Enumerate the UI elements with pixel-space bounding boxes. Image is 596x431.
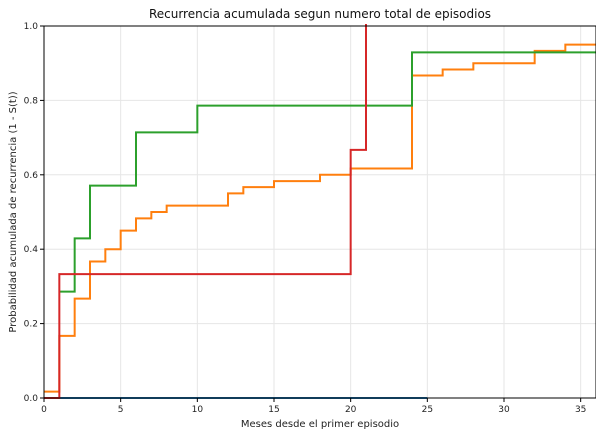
- grid: [43, 25, 596, 399]
- x-tick-label: 35: [575, 405, 586, 415]
- series-line-2: [59, 51, 596, 293]
- y-tick-label: 0.2: [24, 320, 38, 330]
- x-tick-label: 5: [118, 405, 124, 415]
- x-tick-label: 10: [192, 405, 204, 415]
- x-axis-title: Meses desde el primer episodio: [241, 419, 399, 430]
- x-axis-ticks: 0 5 10 15 20 25 30 35: [41, 398, 586, 415]
- x-tick-label: 0: [41, 405, 47, 415]
- series-line-3: [44, 24, 367, 399]
- y-tick-label: 0.8: [24, 96, 39, 106]
- x-tick-label: 30: [498, 405, 510, 415]
- chart-title: Recurrencia acumulada segun numero total…: [149, 7, 491, 21]
- series-layer: [44, 24, 596, 399]
- y-axis-title: Probabilidad acumulada de recurrencia (1…: [8, 91, 19, 332]
- x-tick-label: 15: [268, 405, 279, 415]
- plot-frame: [43, 25, 596, 399]
- y-axis-ticks: 0.0 0.2 0.4 0.6 0.8 1.0: [24, 22, 44, 404]
- y-tick-label: 0.4: [24, 245, 39, 255]
- x-tick-label: 25: [422, 405, 433, 415]
- y-tick-label: 0.6: [24, 171, 39, 181]
- series-line-1: [44, 43, 596, 393]
- x-tick-label: 20: [345, 405, 357, 415]
- y-tick-label: 0.0: [24, 394, 39, 404]
- y-tick-label: 1.0: [24, 22, 39, 32]
